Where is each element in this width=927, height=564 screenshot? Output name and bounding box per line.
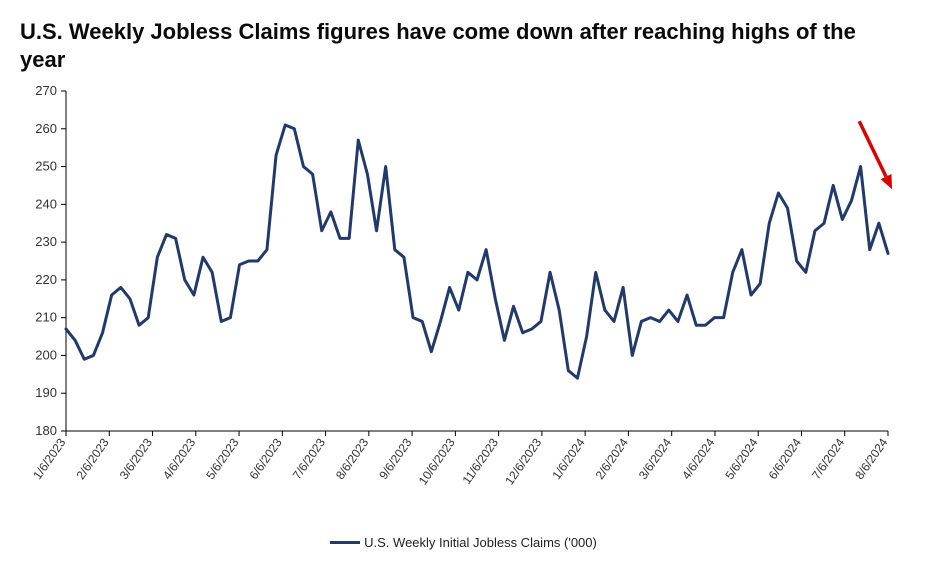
x-tick-label: 3/6/2023 <box>117 435 155 482</box>
y-tick-label: 260 <box>35 121 57 136</box>
x-tick-label: 2/6/2024 <box>593 435 631 482</box>
series-line <box>66 125 888 378</box>
y-tick-label: 220 <box>35 272 57 287</box>
x-tick-label: 7/6/2023 <box>290 435 328 482</box>
y-tick-label: 210 <box>35 310 57 325</box>
chart-container: U.S. Weekly Jobless Claims figures have … <box>0 0 927 564</box>
plot-area: 1801902002102202302402502602701/6/20232/… <box>20 85 907 525</box>
y-tick-label: 230 <box>35 234 57 249</box>
y-tick-label: 240 <box>35 196 57 211</box>
y-tick-label: 180 <box>35 423 57 438</box>
annotation-arrow <box>859 121 886 176</box>
chart-title: U.S. Weekly Jobless Claims figures have … <box>20 18 907 73</box>
x-tick-label: 8/6/2024 <box>852 435 890 482</box>
x-tick-label: 2/6/2023 <box>73 435 111 482</box>
x-tick-label: 6/6/2024 <box>766 435 804 482</box>
legend: U.S. Weekly Initial Jobless Claims ('000… <box>20 531 907 550</box>
x-tick-label: 9/6/2023 <box>376 435 414 482</box>
x-tick-label: 11/6/2023 <box>460 435 502 486</box>
x-tick-label: 12/6/2023 <box>502 435 544 487</box>
y-tick-label: 200 <box>35 347 57 362</box>
x-tick-label: 5/6/2023 <box>203 435 241 482</box>
y-tick-label: 190 <box>35 385 57 400</box>
y-tick-label: 270 <box>35 85 57 98</box>
x-tick-label: 4/6/2023 <box>160 435 198 482</box>
legend-label: U.S. Weekly Initial Jobless Claims ('000… <box>364 535 597 550</box>
x-tick-label: 5/6/2024 <box>722 435 760 482</box>
line-chart: 1801902002102202302402502602701/6/20232/… <box>20 85 900 525</box>
x-tick-label: 1/6/2023 <box>30 435 68 482</box>
x-tick-label: 4/6/2024 <box>679 435 717 482</box>
legend-item: U.S. Weekly Initial Jobless Claims ('000… <box>330 535 597 550</box>
legend-swatch <box>330 541 360 544</box>
x-tick-label: 10/6/2023 <box>416 435 458 487</box>
x-tick-label: 7/6/2024 <box>809 435 847 482</box>
x-tick-label: 1/6/2024 <box>549 435 587 482</box>
y-tick-label: 250 <box>35 159 57 174</box>
x-tick-label: 8/6/2023 <box>333 435 371 482</box>
x-tick-label: 6/6/2023 <box>247 435 285 482</box>
x-tick-label: 3/6/2024 <box>636 435 674 482</box>
